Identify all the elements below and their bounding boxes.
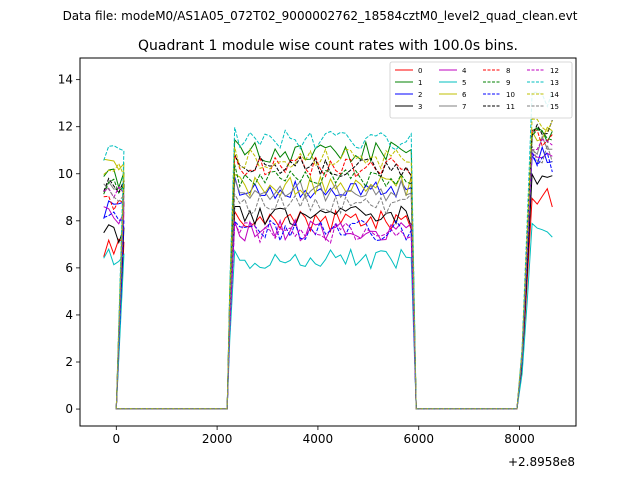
series-line-5	[103, 222, 553, 410]
series-line-0	[103, 187, 553, 410]
legend-label-2: 2	[418, 91, 422, 99]
x-offset-label: +2.8958e8	[508, 455, 575, 469]
axes-frame	[79, 57, 577, 427]
y-tick-label: 12	[58, 120, 73, 134]
legend-label-15: 15	[550, 103, 559, 111]
series-line-9	[103, 128, 553, 410]
legend-label-3: 3	[418, 103, 422, 111]
x-tick-label: 6000	[403, 432, 434, 446]
chart-title: Quadrant 1 module wise count rates with …	[138, 38, 518, 54]
y-tick-label: 14	[58, 73, 73, 87]
legend-label-6: 6	[462, 91, 467, 99]
y-tick-label: 4	[65, 308, 73, 322]
x-tick-label: 8000	[504, 432, 535, 446]
series-line-12	[103, 138, 553, 410]
y-tick-label: 2	[65, 355, 73, 369]
legend-label-4: 4	[462, 67, 467, 75]
legend-label-12: 12	[550, 67, 559, 75]
legend-label-10: 10	[506, 91, 515, 99]
y-tick-label: 6	[65, 261, 73, 275]
legend-label-5: 5	[462, 79, 466, 87]
series-line-8	[103, 129, 553, 410]
x-tick-label: 2000	[202, 432, 233, 446]
series-line-13	[103, 91, 553, 410]
y-axis: 0 2 4 6 8 10 12 14	[58, 73, 80, 416]
legend-label-8: 8	[506, 67, 510, 75]
series-line-14	[103, 118, 553, 410]
y-tick-label: 8	[65, 214, 73, 228]
legend-label-13: 13	[550, 79, 559, 87]
series-layer	[103, 91, 553, 410]
x-tick-label: 4000	[303, 432, 334, 446]
series-line-10	[103, 151, 553, 410]
x-tick-label: 0	[112, 432, 120, 446]
series-line-7	[103, 134, 553, 410]
legend-label-9: 9	[506, 79, 510, 87]
legend-label-11: 11	[506, 103, 515, 111]
series-line-3	[103, 172, 553, 410]
x-axis: 0 2000 4000 6000 8000	[112, 426, 535, 446]
legend-label-1: 1	[418, 79, 422, 87]
y-tick-label: 10	[58, 167, 73, 181]
legend-label-14: 14	[550, 91, 559, 99]
legend-box	[389, 61, 573, 119]
series-line-11	[103, 120, 553, 410]
y-tick-label: 0	[65, 402, 73, 416]
suptitle: Data file: modeM0/AS1A05_072T02_90000027…	[63, 9, 578, 23]
legend-label-0: 0	[418, 67, 422, 75]
legend-label-7: 7	[462, 103, 466, 111]
